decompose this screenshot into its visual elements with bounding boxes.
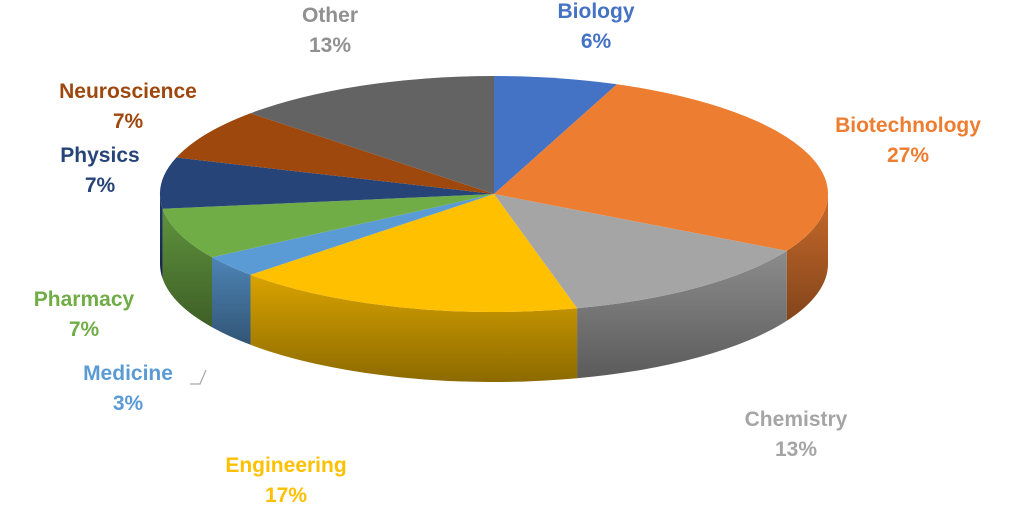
leader-lines [190, 369, 207, 385]
data-label-biotechnology: Biotechnology [835, 114, 981, 137]
data-label-physics: Physics [60, 144, 139, 167]
data-value-engineering: 17% [265, 484, 307, 507]
data-value-neuroscience: 7% [113, 110, 144, 133]
data-value-biology: 6% [581, 30, 612, 53]
slice-chemistry [494, 194, 787, 309]
data-value-physics: 7% [85, 174, 116, 197]
data-label-biology: Biology [558, 0, 635, 23]
leader-line-medicine [190, 369, 207, 385]
data-label-chemistry: Chemistry [745, 408, 848, 431]
slice-biotechnology [494, 84, 828, 251]
data-label-pharmacy: Pharmacy [34, 288, 135, 311]
data-label-medicine: Medicine [83, 362, 173, 385]
data-value-other: 13% [309, 34, 351, 57]
data-value-medicine: 3% [113, 392, 144, 415]
slice-side-pharmacy [162, 208, 212, 328]
slice-medicine [211, 194, 494, 275]
data-value-pharmacy: 7% [69, 318, 100, 341]
data-label-engineering: Engineering [225, 454, 346, 477]
slice-side-medicine [211, 257, 251, 345]
slice-other [250, 76, 494, 194]
data-label-other: Other [302, 4, 358, 27]
slice-side-physics [160, 194, 163, 279]
slice-biology [494, 76, 617, 194]
slice-neuroscience [176, 113, 495, 194]
data-value-biotechnology: 27% [887, 144, 929, 167]
data-label-neuroscience: Neuroscience [59, 80, 197, 103]
data-value-chemistry: 13% [775, 438, 817, 461]
pie-sides [160, 194, 829, 383]
slice-side-chemistry [577, 250, 787, 379]
slice-physics [159, 157, 494, 209]
data-labels: Biology 6% Biotechnology 27% Chemistry 13% Eng… [34, 0, 981, 507]
slice-engineering [250, 194, 578, 312]
slice-pharmacy [162, 194, 495, 258]
pie-slices [159, 76, 828, 312]
slice-side-engineering [250, 274, 578, 383]
slice-side-biotechnology [786, 194, 829, 321]
